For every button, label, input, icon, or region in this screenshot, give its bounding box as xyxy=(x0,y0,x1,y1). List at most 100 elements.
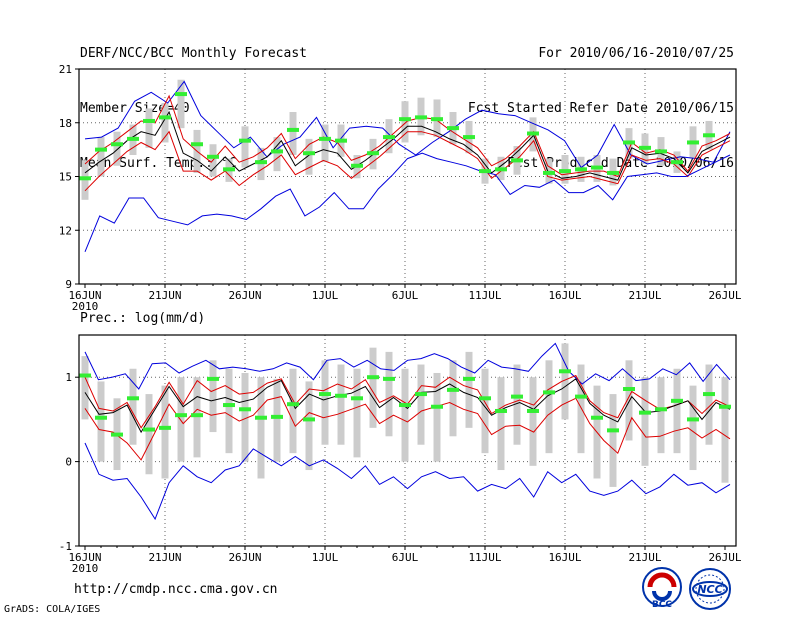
temperature-marker xyxy=(367,151,379,156)
precipitation-marker xyxy=(207,376,219,381)
precipitation-box xyxy=(353,368,361,458)
temperature-ytick-label: 12 xyxy=(59,224,72,237)
temperature-marker xyxy=(559,169,571,174)
precipitation-marker xyxy=(255,415,267,420)
precipitation-marker xyxy=(527,408,539,413)
temperature-marker xyxy=(159,115,171,120)
temperature-marker xyxy=(399,117,411,122)
temperature-marker xyxy=(111,142,123,147)
precipitation-box xyxy=(209,360,217,433)
precipitation-title: Prec.: log(mm/d) xyxy=(80,311,205,326)
precipitation-box xyxy=(561,343,569,420)
temperature-marker xyxy=(351,163,363,168)
precipitation-box xyxy=(129,368,137,445)
precipitation-box xyxy=(385,351,393,437)
precipitation-xtick-label: 21JUN xyxy=(148,551,181,564)
precipitation-box xyxy=(609,394,617,487)
precipitation-box xyxy=(625,360,633,441)
temperature-xtick-label: 6JUL xyxy=(392,289,419,302)
forecast-period: For 2010/06/16-2010/07/25 xyxy=(538,46,734,61)
temperature-marker xyxy=(591,165,603,170)
precipitation-marker xyxy=(79,373,91,378)
temperature-marker xyxy=(255,160,267,165)
temperature-line-mean xyxy=(84,110,731,181)
precipitation-box xyxy=(177,377,185,462)
precipitation-box xyxy=(241,372,249,462)
temperature-marker xyxy=(319,136,331,141)
temperature-marker xyxy=(495,167,507,172)
precipitation-marker xyxy=(111,432,123,437)
precipitation-marker xyxy=(575,394,587,399)
refer-date: Fcst Started Refer Date 2010/06/15 xyxy=(467,101,734,116)
temperature-xtick-label: 26JUL xyxy=(708,289,741,302)
precipitation-marker xyxy=(543,390,555,395)
temperature-chart: 9 12 15 18 21 16JUN 21JUN 26JUN 1JUL 6JUL 11JUL 16J… xyxy=(59,63,742,313)
footer-grads: GrADS: COLA/IGES xyxy=(4,604,101,615)
temperature-marker xyxy=(191,142,203,147)
precipitation-marker xyxy=(639,410,651,415)
precipitation-marker xyxy=(479,396,491,401)
precipitation-marker xyxy=(719,404,731,409)
precipitation-marker xyxy=(351,396,363,401)
temperature-xtick-label: 21JUN xyxy=(148,289,181,302)
temperature-box xyxy=(177,79,185,129)
temperature-box xyxy=(97,137,105,177)
precipitation-box xyxy=(673,368,681,454)
temperature-line-max xyxy=(84,80,731,169)
temperature-marker xyxy=(175,92,187,97)
temperature-box xyxy=(113,131,121,166)
temperature-marker xyxy=(95,147,107,152)
precipitation-box xyxy=(369,347,377,428)
temperature-marker xyxy=(127,136,139,141)
precipitation-ytick-label: -1 xyxy=(59,540,72,553)
temperature-ytick-label: 9 xyxy=(65,278,72,291)
temperature-box xyxy=(401,101,409,143)
precipitation-marker xyxy=(159,425,171,430)
precipitation-marker xyxy=(447,387,459,392)
temperature-marker xyxy=(223,167,235,172)
temperature-marker xyxy=(239,138,251,143)
precipitation-marker xyxy=(95,415,107,420)
bcc-logo-text: BCC xyxy=(652,600,672,610)
precipitation-line-max xyxy=(84,342,731,390)
precipitation-marker xyxy=(191,413,203,418)
temperature-marker xyxy=(207,154,219,159)
precipitation-marker xyxy=(431,404,443,409)
temperature-xtick-label: 26JUN xyxy=(228,289,261,302)
temperature-x-sublabel: 2010 xyxy=(72,300,99,313)
precipitation-box xyxy=(305,381,313,471)
precipitation-marker xyxy=(271,414,283,419)
precipitation-box xyxy=(465,351,473,428)
precipitation-box xyxy=(545,360,553,454)
temperature-xtick-label: 21JUL xyxy=(628,289,661,302)
precipitation-box xyxy=(641,377,649,466)
precipitation-box xyxy=(289,368,297,454)
precipitation-marker xyxy=(703,392,715,397)
precipitation-ytick-label: 1 xyxy=(65,371,72,384)
precipitation-xtick-label: 16JUL xyxy=(548,551,581,564)
footer-url[interactable]: http://cmdp.ncc.cma.gov.cn xyxy=(74,582,278,597)
precipitation-box xyxy=(449,360,457,437)
precipitation-box xyxy=(689,385,697,471)
chart-title: DERF/NCC/BCC Monthly Forecast xyxy=(80,46,307,61)
precipitation-xtick-label: 26JUN xyxy=(228,551,261,564)
precipitation-xtick-label: 26JUL xyxy=(708,551,741,564)
precipitation-marker xyxy=(287,402,299,407)
precipitation-line-mean xyxy=(84,378,731,434)
temperature-marker xyxy=(287,127,299,132)
bcc-logo: BCC xyxy=(642,567,682,610)
precipitation-marker xyxy=(143,427,155,432)
temperature-marker xyxy=(383,135,395,140)
precipitation-box xyxy=(529,377,537,466)
temperature-marker xyxy=(575,167,587,172)
precipitation-marker xyxy=(399,403,411,408)
ncc-logo-text: NCC xyxy=(697,583,722,596)
temperature-ytick-label: 18 xyxy=(59,117,72,130)
temperature-ytick-label: 15 xyxy=(59,171,72,184)
temperature-xtick-label: 11JUL xyxy=(468,289,501,302)
precipitation-marker xyxy=(303,417,315,422)
precipitation-xtick-label: 6JUL xyxy=(392,551,419,564)
precipitation-box xyxy=(513,364,521,445)
temperature-marker xyxy=(543,170,555,175)
temperature-marker xyxy=(671,160,683,165)
